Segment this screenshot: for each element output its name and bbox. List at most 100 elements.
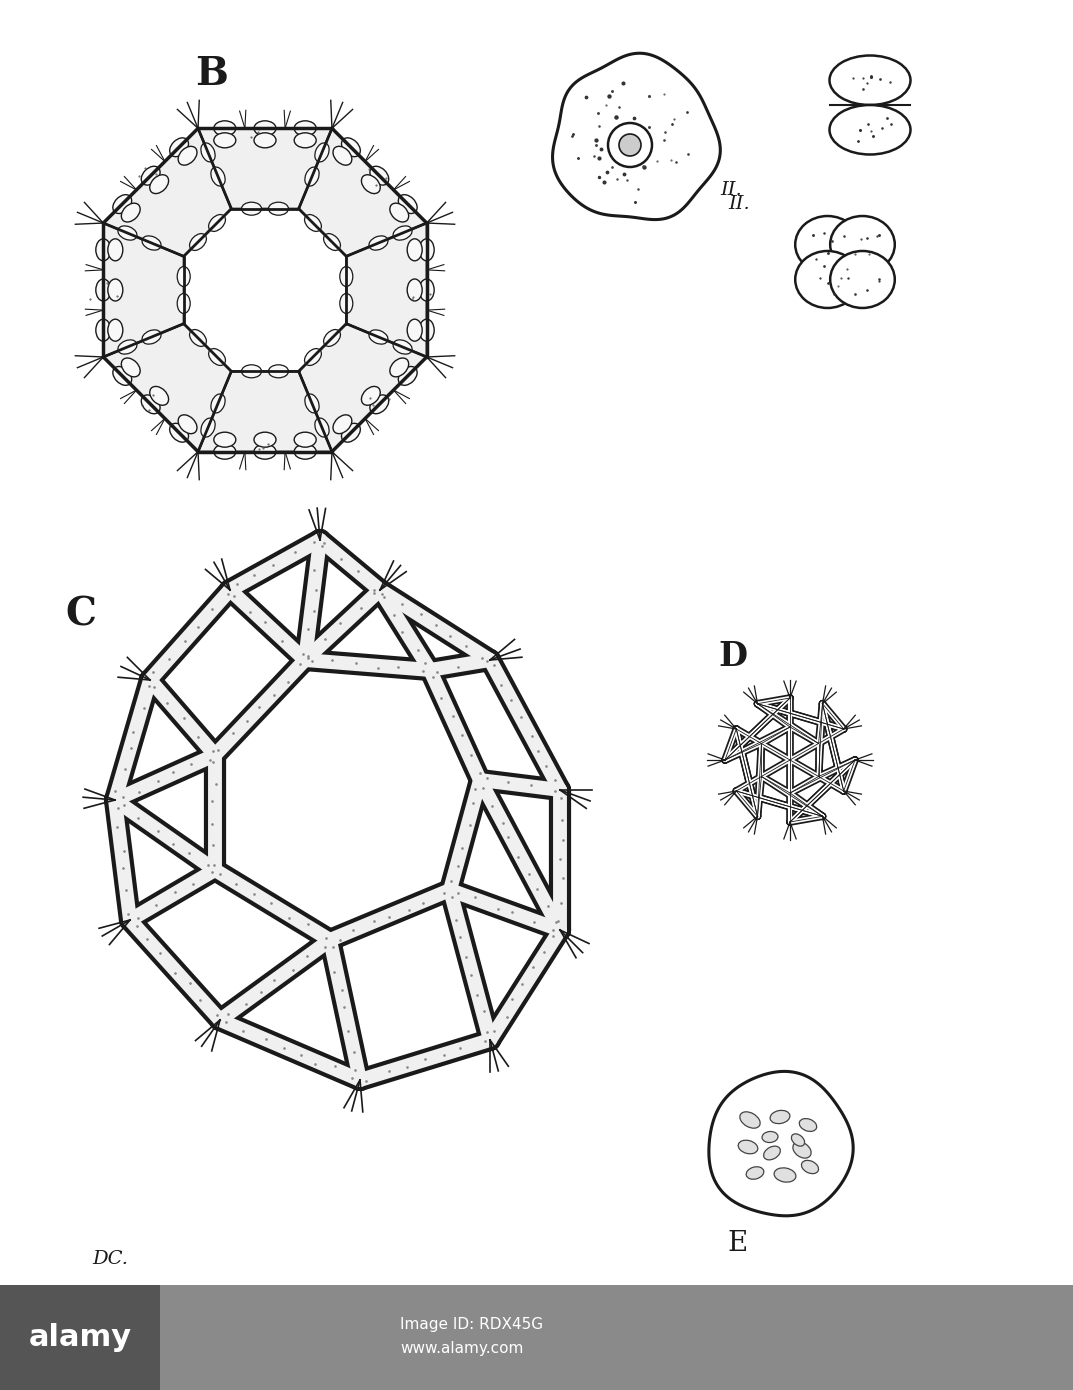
Ellipse shape (831, 215, 895, 272)
Ellipse shape (208, 349, 225, 366)
Ellipse shape (294, 121, 317, 136)
Text: II.: II. (727, 195, 750, 213)
Ellipse shape (407, 320, 422, 341)
Ellipse shape (305, 393, 319, 413)
Ellipse shape (142, 329, 161, 345)
Text: www.alamy.com: www.alamy.com (400, 1340, 524, 1355)
Ellipse shape (95, 320, 111, 341)
Ellipse shape (214, 432, 236, 448)
Ellipse shape (208, 214, 225, 231)
Ellipse shape (389, 203, 409, 222)
Ellipse shape (389, 359, 409, 377)
Ellipse shape (268, 202, 289, 215)
Ellipse shape (802, 1161, 819, 1173)
Ellipse shape (829, 56, 911, 106)
Ellipse shape (792, 1134, 805, 1147)
Ellipse shape (341, 138, 361, 157)
Ellipse shape (370, 395, 388, 414)
Text: II.: II. (720, 181, 741, 199)
Ellipse shape (420, 239, 435, 261)
Circle shape (619, 133, 641, 156)
Ellipse shape (740, 1112, 760, 1129)
Ellipse shape (762, 1131, 778, 1143)
Ellipse shape (121, 359, 141, 377)
Ellipse shape (738, 1140, 758, 1154)
Ellipse shape (398, 367, 417, 385)
Polygon shape (103, 324, 232, 452)
Ellipse shape (142, 167, 160, 185)
Polygon shape (347, 222, 427, 357)
Ellipse shape (294, 445, 317, 459)
Ellipse shape (341, 424, 361, 442)
Ellipse shape (142, 236, 161, 250)
Polygon shape (553, 53, 720, 220)
Ellipse shape (190, 234, 206, 250)
Ellipse shape (254, 445, 276, 459)
Polygon shape (103, 222, 183, 357)
Polygon shape (298, 324, 427, 452)
Ellipse shape (95, 279, 111, 302)
Ellipse shape (241, 364, 262, 378)
Ellipse shape (362, 386, 380, 406)
Ellipse shape (398, 195, 417, 214)
Ellipse shape (294, 432, 317, 448)
Ellipse shape (324, 234, 340, 250)
Text: C: C (65, 595, 95, 632)
Text: Image ID: RDX45G: Image ID: RDX45G (400, 1318, 543, 1333)
Polygon shape (709, 1072, 853, 1216)
Ellipse shape (214, 133, 236, 147)
Ellipse shape (370, 167, 388, 185)
Ellipse shape (118, 341, 137, 354)
Ellipse shape (305, 167, 319, 186)
Ellipse shape (142, 395, 160, 414)
Ellipse shape (211, 167, 225, 186)
Ellipse shape (170, 424, 189, 442)
Ellipse shape (770, 1111, 790, 1123)
Ellipse shape (190, 329, 206, 346)
Text: alamy: alamy (29, 1322, 132, 1351)
Ellipse shape (799, 1119, 817, 1131)
Ellipse shape (177, 267, 190, 286)
Ellipse shape (214, 445, 236, 459)
Text: E: E (727, 1230, 748, 1257)
Ellipse shape (774, 1168, 796, 1182)
Ellipse shape (241, 202, 262, 215)
Ellipse shape (407, 239, 422, 261)
Ellipse shape (314, 418, 329, 436)
Ellipse shape (113, 195, 132, 214)
Ellipse shape (178, 414, 197, 434)
Ellipse shape (118, 227, 137, 240)
Ellipse shape (340, 293, 353, 314)
Ellipse shape (393, 227, 412, 240)
Ellipse shape (201, 418, 216, 436)
Ellipse shape (795, 252, 859, 309)
Ellipse shape (211, 393, 225, 413)
Text: B: B (195, 56, 227, 93)
Ellipse shape (420, 279, 435, 302)
Circle shape (608, 122, 652, 167)
Ellipse shape (829, 106, 911, 154)
Ellipse shape (333, 146, 352, 165)
Ellipse shape (113, 367, 132, 385)
Ellipse shape (831, 252, 895, 309)
Ellipse shape (340, 267, 353, 286)
Bar (0, 1284, 1073, 1390)
Ellipse shape (121, 203, 141, 222)
Ellipse shape (177, 293, 190, 314)
Ellipse shape (393, 341, 412, 354)
Ellipse shape (407, 279, 422, 302)
Bar (0, 1284, 160, 1390)
Ellipse shape (420, 320, 435, 341)
Ellipse shape (150, 386, 168, 406)
Ellipse shape (324, 329, 340, 346)
Text: DC.: DC. (92, 1250, 128, 1268)
Polygon shape (298, 128, 427, 256)
Ellipse shape (294, 133, 317, 147)
Polygon shape (103, 128, 232, 256)
Ellipse shape (305, 214, 322, 231)
Ellipse shape (214, 121, 236, 136)
Ellipse shape (107, 239, 122, 261)
Ellipse shape (254, 121, 276, 136)
Polygon shape (199, 371, 332, 452)
Ellipse shape (95, 239, 111, 261)
